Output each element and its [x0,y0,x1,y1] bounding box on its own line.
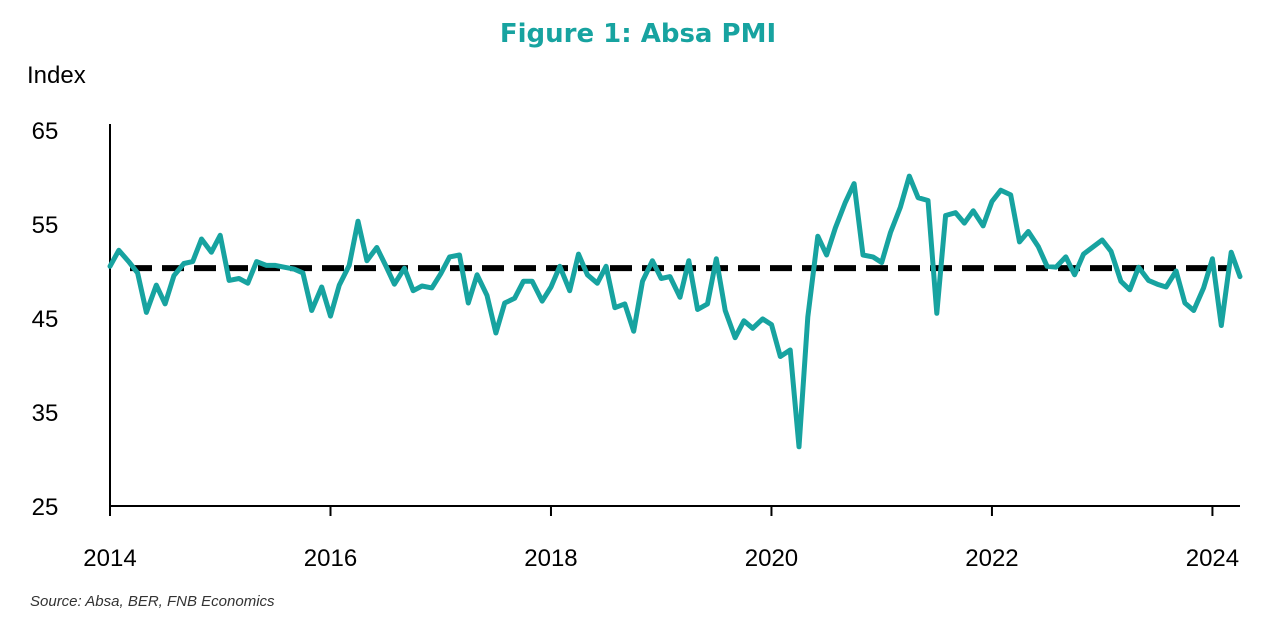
y-tick-label: 45 [32,306,59,333]
chart-title: Figure 1: Absa PMI [500,19,776,49]
x-tick-label: 2024 [1186,545,1239,572]
y-tick-label: 65 [32,118,59,145]
y-tick-label: 55 [32,212,59,239]
y-tick-label: 35 [32,400,59,427]
x-tick-label: 2020 [745,545,798,572]
x-tick-label: 2016 [304,545,357,572]
x-axis-ticks: 2014 2016 2018 2020 2022 2024 [83,506,1239,572]
x-tick-label: 2018 [524,545,577,572]
x-tick-label: 2022 [965,545,1018,572]
source-note: Source: Absa, BER, FNB Economics [30,593,275,610]
x-tick-label: 2014 [83,545,136,572]
y-tick-label: 25 [32,494,59,521]
pmi-series-line [107,173,1243,450]
plot-area [107,173,1243,450]
y-axis-ticks: 65 55 45 35 25 [32,118,59,521]
y-axis-label: Index [27,62,86,89]
